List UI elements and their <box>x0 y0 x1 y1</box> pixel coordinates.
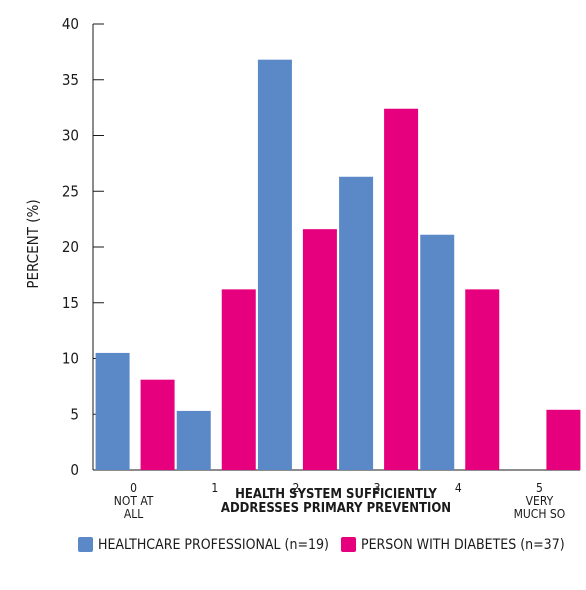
legend: HEALTHCARE PROFESSIONAL (n=19) PERSON WIT… <box>78 537 565 553</box>
bar-healthcare-professional-1 <box>176 410 211 470</box>
x-tick-label: 5 <box>536 481 543 495</box>
x-tick-label: 3 <box>374 481 381 495</box>
y-tick-label: 35 <box>62 71 79 89</box>
y-tick-label: 15 <box>62 294 79 312</box>
bar-person-with-diabetes-5 <box>546 409 581 470</box>
bar-healthcare-professional-0 <box>95 352 130 470</box>
bar-person-with-diabetes-3 <box>384 108 419 471</box>
bar-person-with-diabetes-1 <box>221 289 256 470</box>
bar-person-with-diabetes-2 <box>302 229 337 470</box>
bar-person-with-diabetes-4 <box>465 289 500 470</box>
x-tick-label: 2 <box>292 481 299 495</box>
bars <box>95 59 581 471</box>
x-tick-label: 1 <box>211 481 218 495</box>
bar-healthcare-professional-2 <box>257 59 292 471</box>
y-tick-label: 5 <box>70 405 79 423</box>
y-tick-label: 25 <box>62 182 79 200</box>
x-tick-label: 4 <box>455 481 462 495</box>
x-axis-label-line: ADDRESSES PRIMARY PREVENTION <box>221 501 451 516</box>
y-tick-label: 10 <box>62 350 79 368</box>
y-axis-label: PERCENT (%) <box>24 199 42 288</box>
x-tick-label: 0 <box>130 481 137 495</box>
y-tick-label: 20 <box>62 238 79 256</box>
y-tick-label: 30 <box>62 127 79 145</box>
y-axis: 0 5 10 15 20 25 30 35 40 <box>62 15 104 479</box>
x-tick-label: NOT AT <box>114 494 154 508</box>
legend-item: HEALTHCARE PROFESSIONAL (n=19) <box>78 537 329 553</box>
bar-person-with-diabetes-0 <box>140 379 175 470</box>
y-tick-label: 40 <box>62 15 79 33</box>
x-tick-label: MUCH SO <box>514 507 566 521</box>
legend-swatch <box>341 537 356 552</box>
x-tick-label: VERY <box>526 494 554 508</box>
legend-item: PERSON WITH DIABETES (n=37) <box>341 537 565 553</box>
bar-healthcare-professional-3 <box>339 176 374 470</box>
bar-healthcare-professional-4 <box>420 234 455 470</box>
legend-swatch <box>78 537 93 552</box>
x-axis-label: HEALTH SYSTEM SUFFICIENTLY ADDRESSES PRIM… <box>221 487 451 516</box>
x-axis-label-line: HEALTH SYSTEM SUFFICIENTLY <box>235 487 437 502</box>
y-tick-label: 0 <box>70 461 79 479</box>
legend-label: PERSON WITH DIABETES (n=37) <box>361 537 565 553</box>
x-tick-label: ALL <box>124 507 143 521</box>
legend-label: HEALTHCARE PROFESSIONAL (n=19) <box>98 537 329 553</box>
